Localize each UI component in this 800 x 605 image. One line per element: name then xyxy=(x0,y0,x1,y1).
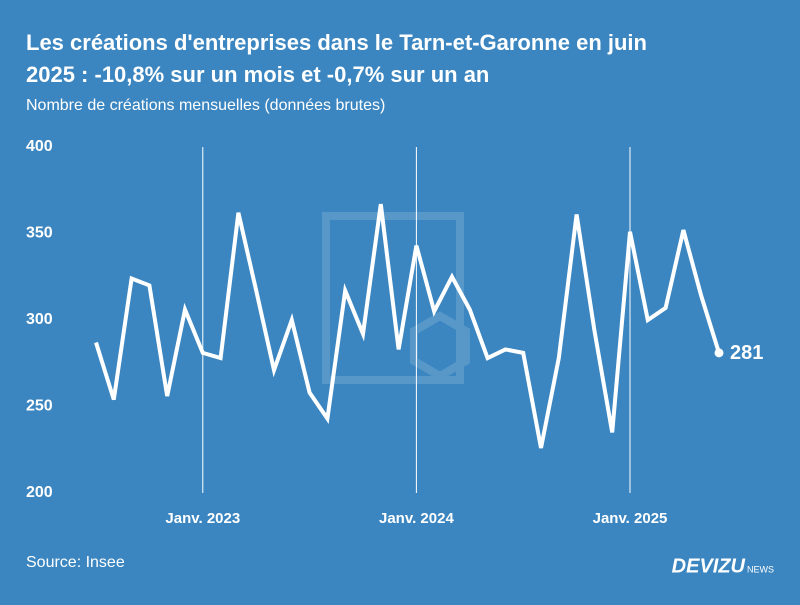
end-point xyxy=(714,348,724,358)
y-tick-label: 400 xyxy=(26,138,53,155)
chart-title: Les créations d'entreprises dans le Tarn… xyxy=(26,30,647,55)
x-tick-label: Janv. 2023 xyxy=(165,510,240,527)
y-tick-label: 250 xyxy=(26,398,53,415)
y-tick-label: 350 xyxy=(26,225,53,242)
watermark xyxy=(322,212,470,384)
x-tick-label: Janv. 2025 xyxy=(593,510,668,527)
brand-suffix: NEWS xyxy=(747,564,774,574)
x-tick-label: Janv. 2024 xyxy=(379,510,454,527)
source: Source: Insee xyxy=(26,554,125,571)
line xyxy=(94,203,721,449)
data-label: 281 xyxy=(730,342,763,364)
brand: DEVIZU xyxy=(672,555,746,577)
chart-title: 2025 : -10,8% sur un mois et -0,7% sur u… xyxy=(26,62,489,87)
chart-subtitle: Nombre de créations mensuelles (données … xyxy=(26,97,385,114)
y-tick-label: 300 xyxy=(26,311,53,328)
y-tick-label: 200 xyxy=(26,484,53,501)
